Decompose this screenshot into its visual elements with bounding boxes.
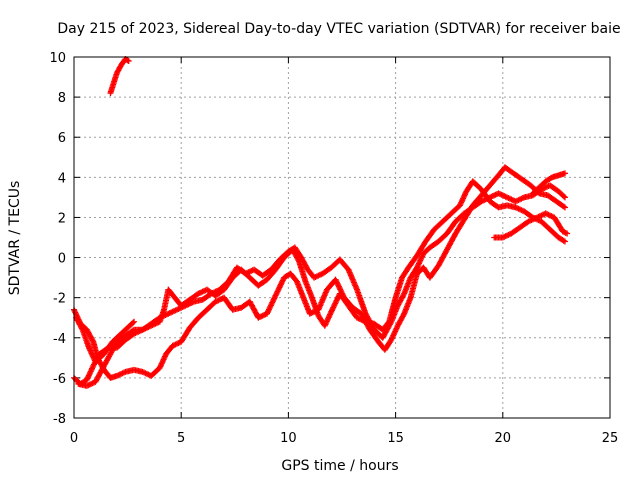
data-point — [124, 57, 131, 64]
data-point — [89, 337, 96, 344]
series-arc-d — [75, 178, 568, 389]
data-point — [400, 291, 407, 298]
data-point — [560, 203, 567, 210]
data-point — [295, 257, 302, 264]
plot-data — [71, 56, 571, 389]
data-point — [131, 318, 138, 325]
x-tick-label: 25 — [602, 431, 619, 446]
data-point — [564, 230, 571, 237]
y-tick-label: 4 — [58, 171, 66, 186]
y-tick-label: 10 — [49, 51, 66, 66]
x-tick-label: 15 — [387, 431, 404, 446]
y-tick-label: 2 — [58, 211, 66, 226]
series-arc-f — [491, 210, 571, 241]
series-arc-a — [107, 56, 132, 97]
series-arc-b — [71, 164, 568, 381]
data-point — [400, 312, 407, 319]
series-arc-g — [529, 170, 568, 197]
x-tick-label: 10 — [280, 431, 297, 446]
x-tick-label: 20 — [495, 431, 512, 446]
data-point — [561, 238, 568, 245]
y-tick-label: -4 — [53, 332, 66, 347]
y-tick-label: -2 — [53, 292, 66, 307]
data-point — [560, 193, 567, 200]
x-tick-label: 5 — [177, 431, 185, 446]
data-point — [125, 58, 132, 65]
data-point — [129, 319, 136, 326]
data-point — [78, 325, 85, 332]
y-tick-label: 8 — [58, 91, 66, 106]
data-point — [129, 327, 136, 334]
data-point — [561, 204, 568, 211]
x-axis-label: GPS time / hours — [281, 458, 398, 474]
series-arc-e — [73, 314, 138, 365]
grid — [74, 57, 610, 418]
series-arc-c — [71, 182, 568, 387]
data-point — [561, 170, 568, 177]
y-tick-label: -6 — [53, 372, 66, 387]
y-tick-label: 6 — [58, 131, 66, 146]
data-point — [561, 194, 568, 201]
y-axis-label: SDTVAR / TECUs — [7, 181, 23, 296]
x-tick-label: 0 — [70, 431, 78, 446]
chart-title: Day 215 of 2023, Sidereal Day-to-day VTE… — [57, 21, 620, 37]
plot-frame — [73, 56, 611, 419]
tick-labels: 0 5 10 15 20 25 -8 -6 -4 -2 0 2 4 6 8 10 — [49, 51, 618, 446]
y-tick-label: 0 — [58, 252, 66, 267]
data-point — [560, 237, 567, 244]
y-tick-label: -8 — [53, 412, 66, 427]
